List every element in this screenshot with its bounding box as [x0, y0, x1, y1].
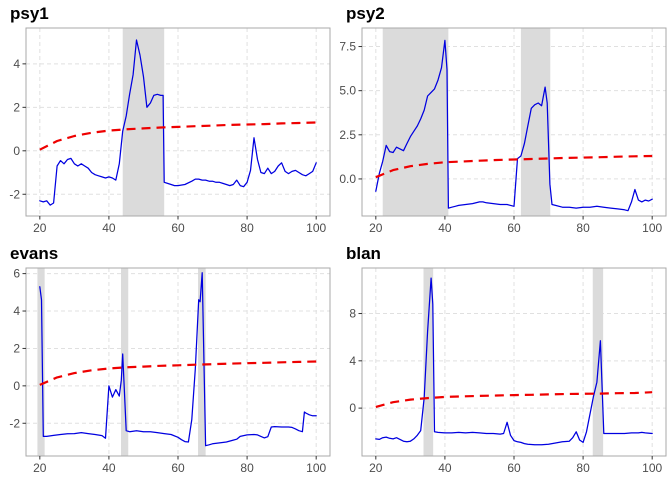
- x-tick-label: 100: [306, 221, 326, 235]
- bubble-period-band: [382, 28, 449, 216]
- statistic-line: [375, 39, 653, 212]
- plot-canvas-psy1: 20 40 60 80 100 -2 0 2 4: [9, 27, 331, 235]
- y-tick-label: 0: [349, 401, 356, 415]
- x-tick-label: 80: [240, 221, 254, 235]
- x-tick-label: 60: [507, 221, 521, 235]
- plot-canvas-evans: 20 40 60 80 100 -2 0 2 4 6: [9, 267, 331, 475]
- y-tick-label: -2: [9, 187, 20, 201]
- x-tick-label: 20: [369, 461, 383, 475]
- x-tick-label: 20: [33, 461, 47, 475]
- y-tick-label: -2: [9, 416, 20, 430]
- bubble-period-band: [423, 268, 434, 456]
- y-tick-label: 2: [13, 100, 20, 114]
- plot-canvas-psy2: 20 40 60 80 100 0.0 2.5 5.0 7.5: [339, 27, 667, 235]
- x-tick-label: 60: [171, 221, 185, 235]
- x-tick-label: 20: [33, 221, 47, 235]
- x-tick-label: 80: [576, 461, 590, 475]
- plot-canvas-blan: 20 40 60 80 100 0 4 8: [349, 267, 667, 475]
- panel-psy1: psy1 20 40 60 80 100 -2 0 2 4: [0, 0, 336, 240]
- x-tick-label: 100: [306, 461, 326, 475]
- y-tick-label: 0: [13, 379, 20, 393]
- y-tick-label: 6: [13, 267, 20, 281]
- x-tick-label: 40: [102, 461, 116, 475]
- statistic-line: [375, 277, 653, 446]
- critical-values-line: [375, 154, 653, 179]
- y-tick-label: 0.0: [339, 172, 356, 186]
- y-tick-label: 2: [13, 341, 20, 355]
- statistic-line: [39, 272, 317, 447]
- bubble-period-band: [520, 28, 551, 216]
- y-tick-label: 8: [349, 307, 356, 321]
- bubble-period-band: [198, 268, 206, 456]
- bubble-period-band: [121, 268, 129, 456]
- y-tick-label: 4: [13, 304, 20, 318]
- y-tick-label: 5.0: [339, 84, 356, 98]
- bubble-period-band: [122, 28, 165, 216]
- x-tick-label: 20: [369, 221, 383, 235]
- bubble-period-band: [37, 268, 45, 456]
- panel-blan: blan 20 40 60 80 100 0 4 8: [336, 240, 672, 480]
- panel-evans: evans 20 40 60 80 100 -2 0 2 4 6: [0, 240, 336, 480]
- statistic-line: [39, 39, 317, 206]
- x-tick-label: 80: [576, 221, 590, 235]
- y-tick-label: 4: [13, 57, 20, 71]
- critical-values-line: [39, 360, 317, 386]
- plot-title-psy2: psy2: [346, 4, 385, 23]
- x-tick-label: 40: [438, 461, 452, 475]
- x-tick-label: 40: [102, 221, 116, 235]
- critical-values-line: [39, 121, 317, 151]
- x-tick-label: 80: [240, 461, 254, 475]
- x-tick-label: 100: [642, 221, 662, 235]
- x-tick-label: 60: [171, 461, 185, 475]
- x-tick-label: 100: [642, 461, 662, 475]
- bubble-period-band: [592, 268, 604, 456]
- plot-title-psy1: psy1: [10, 4, 49, 23]
- plot-title-evans: evans: [10, 244, 59, 263]
- y-tick-label: 0: [13, 144, 20, 158]
- plot-title-blan: blan: [346, 244, 381, 263]
- panel-psy2: psy2 20 40 60 80 100 0.0 2.5 5.0 7.5: [336, 0, 672, 240]
- y-tick-label: 2.5: [339, 128, 356, 142]
- y-tick-label: 4: [349, 354, 356, 368]
- critical-values-line: [375, 391, 653, 408]
- x-tick-label: 40: [438, 221, 452, 235]
- y-tick-label: 7.5: [339, 40, 356, 54]
- x-tick-label: 60: [507, 461, 521, 475]
